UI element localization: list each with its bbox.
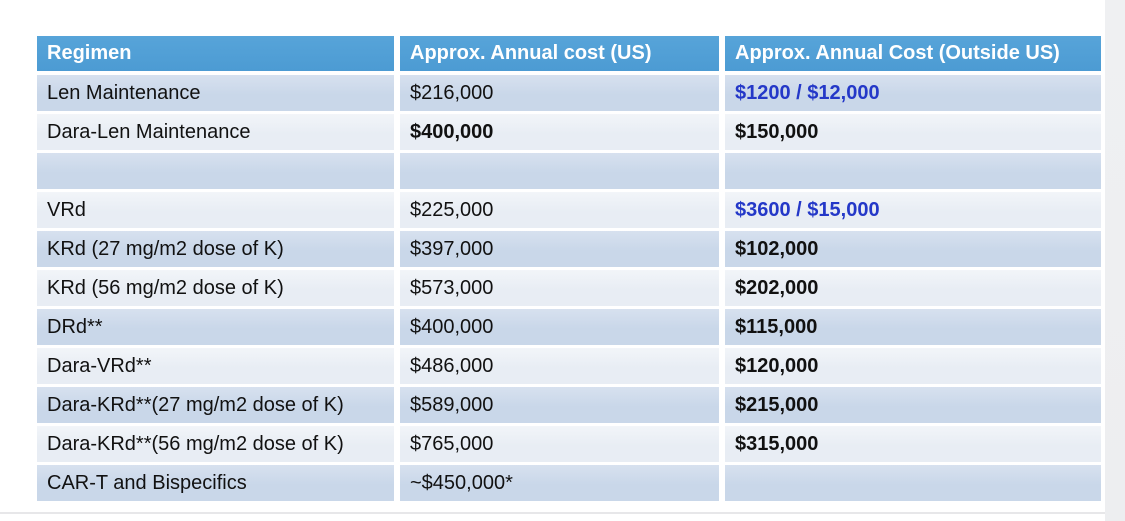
us-cost-cell: [400, 153, 725, 192]
us-cost-cell: $225,000: [400, 192, 725, 231]
right-edge-strip: [1105, 0, 1125, 521]
us-cost-cell: $486,000: [400, 348, 725, 387]
us-cost-cell: $397,000: [400, 231, 725, 270]
outside-cost-cell: $102,000: [725, 231, 1101, 270]
regimen-cell: CAR-T and Bispecifics: [37, 465, 400, 504]
table-row: VRd $225,000 $3600 / $15,000: [37, 192, 1101, 231]
table-row: DRd** $400,000 $115,000: [37, 309, 1101, 348]
regimen-cell: KRd (27 mg/m2 dose of K): [37, 231, 400, 270]
us-cost-cell: $765,000: [400, 426, 725, 465]
header-outside-cost: Approx. Annual Cost (Outside US): [725, 36, 1101, 75]
regimen-cell: VRd: [37, 192, 400, 231]
regimen-cell: [37, 153, 400, 192]
outside-cost-cell: $150,000: [725, 114, 1101, 153]
regimen-cell: Dara-KRd**(27 mg/m2 dose of K): [37, 387, 400, 426]
regimen-cell: KRd (56 mg/m2 dose of K): [37, 270, 400, 309]
table-row: Dara-KRd**(56 mg/m2 dose of K) $765,000 …: [37, 426, 1101, 465]
table-row-spacer: [37, 153, 1101, 192]
us-cost-cell: $573,000: [400, 270, 725, 309]
outside-cost-cell: $115,000: [725, 309, 1101, 348]
regimen-cell: Dara-KRd**(56 mg/m2 dose of K): [37, 426, 400, 465]
header-us-cost: Approx. Annual cost (US): [400, 36, 725, 75]
bottom-edge-line: [0, 512, 1105, 514]
outside-cost-cell: [725, 465, 1101, 504]
table-row: Dara-VRd** $486,000 $120,000: [37, 348, 1101, 387]
regimen-cost-table: Regimen Approx. Annual cost (US) Approx.…: [37, 36, 1101, 504]
table-row: KRd (27 mg/m2 dose of K) $397,000 $102,0…: [37, 231, 1101, 270]
table-row: CAR-T and Bispecifics ~$450,000*: [37, 465, 1101, 504]
us-cost-cell: $216,000: [400, 75, 725, 114]
regimen-cell: Dara-Len Maintenance: [37, 114, 400, 153]
outside-cost-cell: $202,000: [725, 270, 1101, 309]
outside-cost-cell: $315,000: [725, 426, 1101, 465]
outside-cost-cell: $1200 / $12,000: [725, 75, 1101, 114]
table-row: KRd (56 mg/m2 dose of K) $573,000 $202,0…: [37, 270, 1101, 309]
us-cost-cell: $400,000: [400, 114, 725, 153]
outside-cost-cell: $215,000: [725, 387, 1101, 426]
outside-cost-cell: $120,000: [725, 348, 1101, 387]
us-cost-cell: $400,000: [400, 309, 725, 348]
outside-cost-cell: $3600 / $15,000: [725, 192, 1101, 231]
header-regimen: Regimen: [37, 36, 400, 75]
regimen-cell: Len Maintenance: [37, 75, 400, 114]
outside-cost-cell: [725, 153, 1101, 192]
regimen-cell: DRd**: [37, 309, 400, 348]
table-row: Dara-Len Maintenance $400,000 $150,000: [37, 114, 1101, 153]
table-row: Dara-KRd**(27 mg/m2 dose of K) $589,000 …: [37, 387, 1101, 426]
us-cost-cell: ~$450,000*: [400, 465, 725, 504]
us-cost-cell: $589,000: [400, 387, 725, 426]
table-header-row: Regimen Approx. Annual cost (US) Approx.…: [37, 36, 1101, 75]
regimen-cell: Dara-VRd**: [37, 348, 400, 387]
table-row: Len Maintenance $216,000 $1200 / $12,000: [37, 75, 1101, 114]
